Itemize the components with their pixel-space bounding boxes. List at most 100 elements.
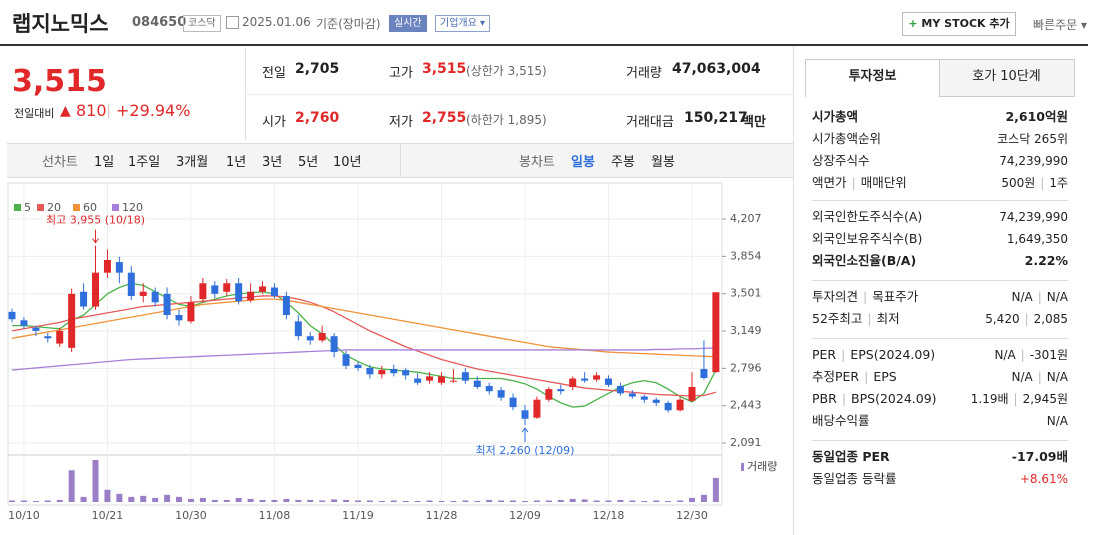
x-tick-label: 12/30 bbox=[676, 509, 708, 522]
candle-body bbox=[211, 285, 219, 294]
candle-body bbox=[342, 354, 350, 366]
info-row: 외국인보유주식수(B) 1,649,350 bbox=[812, 228, 1068, 250]
value: N/A bbox=[1011, 290, 1033, 304]
row-label: 배당수익률 bbox=[812, 413, 870, 428]
period-option[interactable]: 주봉 bbox=[611, 155, 635, 170]
period-option[interactable]: 10년 bbox=[333, 155, 362, 170]
candle-body bbox=[139, 291, 147, 296]
period-option[interactable]: 3년 bbox=[262, 155, 283, 170]
candle-body bbox=[235, 283, 243, 302]
tab[interactable]: 투자정보 bbox=[806, 60, 940, 97]
quote-value: 2,705 bbox=[295, 61, 340, 77]
period-option[interactable]: 5년 bbox=[298, 155, 319, 170]
chart: 4,207 3,854 3,501 3,149 2,796 2,443 2,091 10/10… bbox=[7, 182, 777, 522]
volume-bar bbox=[116, 493, 123, 502]
legend-label: 120 bbox=[122, 201, 143, 214]
candle-body bbox=[8, 311, 16, 320]
moving-average bbox=[11, 295, 717, 397]
annotation: 최저 2,260 (12/09) bbox=[475, 444, 574, 457]
volume-bar bbox=[259, 499, 266, 502]
candle-body bbox=[187, 302, 195, 322]
period-option[interactable]: 1일 bbox=[94, 155, 115, 170]
calendar-icon bbox=[226, 16, 239, 29]
label: 투자의견 bbox=[812, 289, 859, 304]
row-label: 동일업종 PER bbox=[812, 449, 890, 464]
x-tick-label: 12/18 bbox=[593, 509, 625, 522]
label: 상장주식수 bbox=[812, 153, 870, 168]
legend-label: 20 bbox=[47, 201, 61, 214]
volume-bar bbox=[295, 499, 302, 502]
volume-bar bbox=[498, 500, 505, 502]
x-tick-label: 10/10 bbox=[8, 509, 40, 522]
info-row: 시가총액 2,610억원 bbox=[812, 106, 1068, 128]
x-tick-label: 11/08 bbox=[259, 509, 291, 522]
moving-average bbox=[11, 298, 716, 358]
x-tick-label: 10/21 bbox=[92, 509, 124, 522]
label: EPS bbox=[873, 369, 897, 384]
candle-body bbox=[259, 286, 267, 292]
volume-bar bbox=[665, 500, 672, 502]
value: 2.22% bbox=[1024, 253, 1068, 268]
label: 최저 bbox=[876, 311, 900, 326]
volume-bar bbox=[68, 470, 75, 502]
realtime-button[interactable]: 실시간 bbox=[389, 15, 427, 32]
period-option[interactable]: 월봉 bbox=[651, 155, 675, 170]
candle-body bbox=[318, 333, 326, 341]
annotation-arrow bbox=[521, 427, 529, 443]
volume-bar bbox=[545, 500, 552, 502]
overview-button[interactable]: 기업개요 ▾ bbox=[435, 15, 491, 32]
volume-bar bbox=[271, 499, 278, 502]
separator: | bbox=[1037, 370, 1042, 384]
y-tick-label: 4,207 bbox=[730, 212, 762, 225]
separator: | bbox=[1037, 290, 1042, 304]
legend-swatch bbox=[37, 204, 44, 211]
volume-bar bbox=[689, 497, 696, 502]
quote-value: 2,755 bbox=[422, 110, 467, 126]
candle-body bbox=[664, 402, 672, 411]
info-row: PER | EPS(2024.09) N/A | -301원 bbox=[812, 344, 1068, 366]
group-rule bbox=[812, 200, 1068, 201]
label: 배당수익률 bbox=[812, 413, 870, 428]
candle-body bbox=[545, 389, 553, 400]
volume-bar bbox=[199, 497, 206, 502]
row-label: 시가총액 bbox=[812, 109, 858, 124]
separator: | bbox=[867, 311, 872, 326]
candle-body bbox=[605, 378, 612, 385]
volume-bar bbox=[92, 460, 99, 502]
candle-body bbox=[628, 393, 636, 397]
quick-order[interactable]: 빠른주문 ▾ bbox=[1033, 18, 1088, 32]
x-tick-label: 11/28 bbox=[426, 509, 458, 522]
moving-average bbox=[12, 282, 717, 408]
info-row: 동일업종 등락률 +8.61% bbox=[812, 468, 1068, 490]
y-tick-label: 2,091 bbox=[730, 436, 762, 449]
value: 74,239,990 bbox=[999, 210, 1068, 224]
candle-body bbox=[366, 367, 374, 375]
candle-body bbox=[68, 293, 76, 348]
label: 목표주가 bbox=[872, 289, 919, 304]
info-row: 액면가 | 매매단위 500원 | 1주 bbox=[812, 172, 1068, 194]
value: N/A bbox=[994, 348, 1016, 362]
candle-body bbox=[282, 295, 290, 316]
stock-name: 랩지노믹스 bbox=[12, 12, 109, 36]
label: 외국인보유주식수(B) bbox=[812, 231, 923, 246]
period-option[interactable]: 일봉 bbox=[571, 155, 595, 170]
period-option[interactable]: 1주일 bbox=[128, 155, 161, 170]
mystock-button[interactable]: + MY STOCK 추가 bbox=[902, 12, 1016, 36]
quote-value: 2,760 bbox=[295, 110, 340, 126]
x-tick-label: 12/09 bbox=[509, 509, 541, 522]
volume-bar bbox=[20, 500, 27, 502]
separator: | bbox=[864, 369, 869, 384]
value: 2,610억원 bbox=[1005, 109, 1068, 124]
tab[interactable]: 호가 10단계 bbox=[972, 69, 1041, 84]
candle-body bbox=[581, 378, 589, 381]
row-label: 추정PER | EPS bbox=[812, 369, 897, 384]
row-label: 시가총액순위 bbox=[812, 131, 881, 146]
volume-bar bbox=[152, 497, 159, 502]
period-option[interactable]: 3개월 bbox=[176, 155, 209, 170]
volume-bar bbox=[44, 500, 51, 502]
candle-body bbox=[569, 378, 577, 387]
volume-bar bbox=[235, 497, 242, 502]
label: EPS(2024.09) bbox=[850, 347, 936, 362]
period-option[interactable]: 1년 bbox=[226, 155, 247, 170]
